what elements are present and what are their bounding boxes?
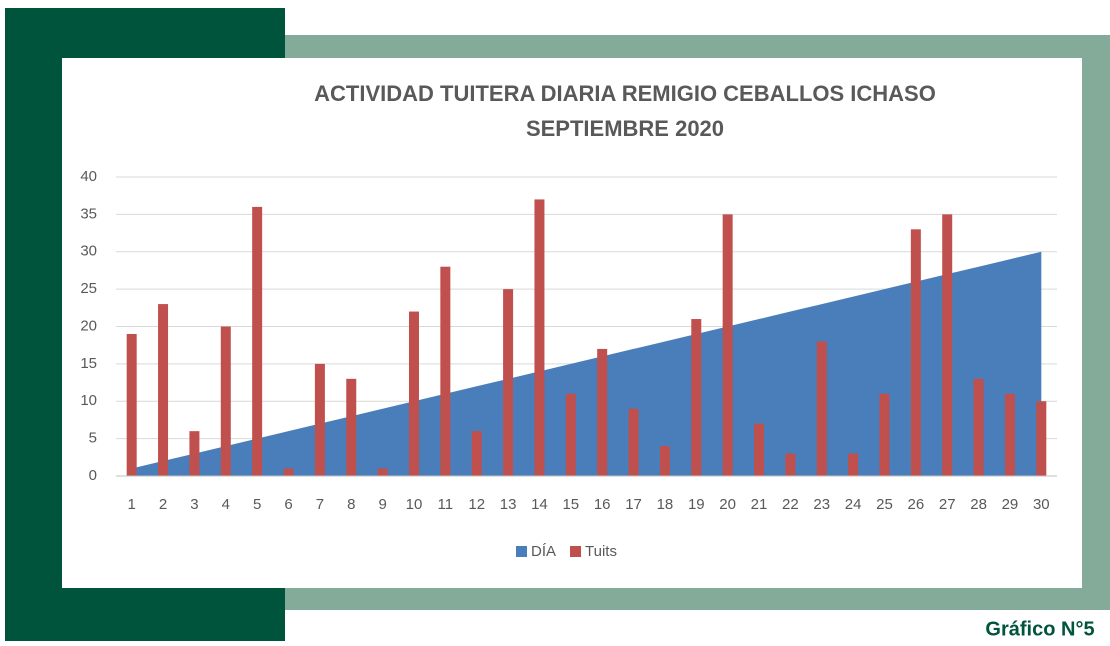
bar — [879, 393, 890, 476]
legend-label: Tuits — [585, 543, 617, 560]
bar — [785, 453, 796, 476]
bar — [942, 214, 953, 476]
y-tick-label: 10 — [80, 392, 97, 409]
bar — [565, 393, 576, 476]
bar — [189, 431, 200, 476]
bar — [910, 229, 921, 476]
x-tick-label: 10 — [406, 496, 423, 513]
bar — [346, 378, 357, 476]
bar — [973, 378, 984, 476]
x-tick-label: 17 — [625, 496, 642, 513]
bar — [597, 348, 608, 476]
x-tick-label: 23 — [813, 496, 830, 513]
x-tick-label: 24 — [845, 496, 862, 513]
bar — [314, 363, 325, 476]
y-tick-label: 20 — [80, 317, 97, 334]
y-tick-label: 30 — [80, 243, 97, 260]
legend-swatch — [516, 546, 527, 557]
x-tick-label: 27 — [939, 496, 956, 513]
x-tick-label: 6 — [284, 496, 292, 513]
x-tick-label: 8 — [347, 496, 355, 513]
y-tick-label: 15 — [80, 355, 97, 372]
bar — [754, 423, 765, 476]
x-tick-label: 26 — [908, 496, 925, 513]
bar — [816, 341, 827, 476]
legend-label: DÍA — [531, 543, 556, 560]
x-tick-label: 13 — [500, 496, 517, 513]
bar — [659, 446, 670, 476]
x-tick-label: 28 — [970, 496, 987, 513]
y-tick-label: 0 — [89, 467, 97, 484]
x-tick-label: 25 — [876, 496, 893, 513]
x-tick-label: 12 — [468, 496, 485, 513]
chart-title: ACTIVIDAD TUITERA DIARIA REMIGIO CEBALLO… — [314, 81, 936, 106]
x-tick-label: 20 — [719, 496, 736, 513]
bar — [220, 326, 231, 476]
bar — [440, 266, 451, 476]
x-tick-label: 7 — [316, 496, 324, 513]
bar — [722, 214, 733, 476]
area — [131, 251, 1042, 476]
legend-swatch — [570, 546, 582, 557]
bar — [628, 408, 639, 476]
bar — [691, 319, 702, 476]
x-tick-label: 14 — [531, 496, 548, 513]
x-tick-label: 3 — [190, 496, 198, 513]
bar — [377, 468, 388, 476]
bar — [126, 333, 137, 476]
caption: Gráfico N°5 — [985, 618, 1094, 640]
x-tick-label: 5 — [253, 496, 261, 513]
x-tick-label: 18 — [657, 496, 674, 513]
x-tick-label: 21 — [751, 496, 768, 513]
y-tick-label: 40 — [80, 168, 97, 185]
bar — [158, 304, 169, 476]
y-tick-label: 5 — [89, 430, 97, 447]
bar — [848, 453, 859, 476]
x-tick-label: 19 — [688, 496, 705, 513]
bar — [534, 199, 545, 477]
x-tick-label: 1 — [128, 496, 136, 513]
chart-subtitle: SEPTIEMBRE 2020 — [526, 116, 724, 141]
bar — [503, 289, 514, 476]
x-tick-label: 15 — [562, 496, 579, 513]
x-tick-label: 2 — [159, 496, 167, 513]
y-tick-label: 35 — [80, 205, 97, 222]
x-tick-label: 16 — [594, 496, 611, 513]
x-tick-label: 30 — [1033, 496, 1050, 513]
x-tick-label: 11 — [438, 496, 454, 513]
x-tick-label: 4 — [222, 496, 230, 513]
bar — [283, 468, 294, 476]
y-tick-label: 25 — [80, 280, 97, 297]
bar — [1036, 401, 1047, 476]
x-tick-label: 9 — [378, 496, 386, 513]
x-tick-label: 29 — [1002, 496, 1019, 513]
bar — [471, 431, 482, 476]
bar — [252, 206, 263, 476]
bar — [408, 311, 419, 476]
bar — [1004, 393, 1015, 476]
x-tick-label: 22 — [782, 496, 799, 513]
